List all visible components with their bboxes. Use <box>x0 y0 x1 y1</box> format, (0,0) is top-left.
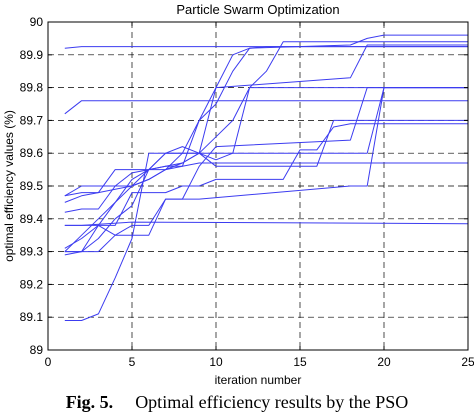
series-line-13 <box>64 87 468 236</box>
series-line-10 <box>64 123 468 256</box>
series-line-2 <box>64 100 468 115</box>
x-tick-label: 5 <box>129 355 136 369</box>
series-line-8 <box>64 162 468 197</box>
y-tick-label: 89.7 <box>20 113 44 127</box>
x-tick-label: 20 <box>377 355 391 369</box>
series-line-14 <box>64 221 469 226</box>
series-line-7 <box>64 87 468 213</box>
caption-label: Fig. 5. <box>65 392 114 412</box>
chart-title: Particle Swarm Optimization <box>176 2 339 17</box>
series-line-6 <box>64 44 468 203</box>
series-line-5 <box>64 41 468 249</box>
y-tick-label: 89.9 <box>20 48 44 62</box>
caption-text: Optimal efficiency results by the PSO <box>135 392 409 412</box>
y-ticks: 89 89.1 89.2 89.3 89.4 89.5 89.6 89.7 89.8 89.9 90 <box>20 15 468 357</box>
y-tick-label: 89 <box>30 343 44 357</box>
y-tick-label: 89.8 <box>20 81 44 95</box>
y-tick-label: 89.1 <box>20 310 44 324</box>
x-tick-label: 25 <box>461 355 474 369</box>
y-tick-label: 89.3 <box>20 245 44 259</box>
y-tick-label: 89.6 <box>20 146 44 160</box>
series-line-3 <box>64 34 468 197</box>
series-line-4 <box>64 46 468 252</box>
pso-chart: Particle Swarm Optimization 0 5 10 15 20 25 8… <box>2 2 474 387</box>
y-tick-label: 89.5 <box>20 179 44 193</box>
x-axis-label: iteration number <box>215 373 302 387</box>
grid <box>48 22 468 350</box>
x-tick-label: 15 <box>293 355 307 369</box>
series-lines <box>64 34 469 321</box>
figure-caption: Fig. 5. Optimal efficiency results by the… <box>0 392 474 413</box>
x-ticks: 0 5 10 15 20 25 <box>45 22 474 369</box>
y-tick-label: 89.2 <box>20 277 44 291</box>
series-line-12 <box>64 87 468 321</box>
y-axis-label: optimal efficiency values (%) <box>2 110 16 262</box>
y-tick-label: 90 <box>30 15 44 29</box>
y-tick-label: 89.4 <box>20 212 44 226</box>
x-tick-label: 10 <box>209 355 223 369</box>
x-tick-label: 0 <box>45 355 52 369</box>
